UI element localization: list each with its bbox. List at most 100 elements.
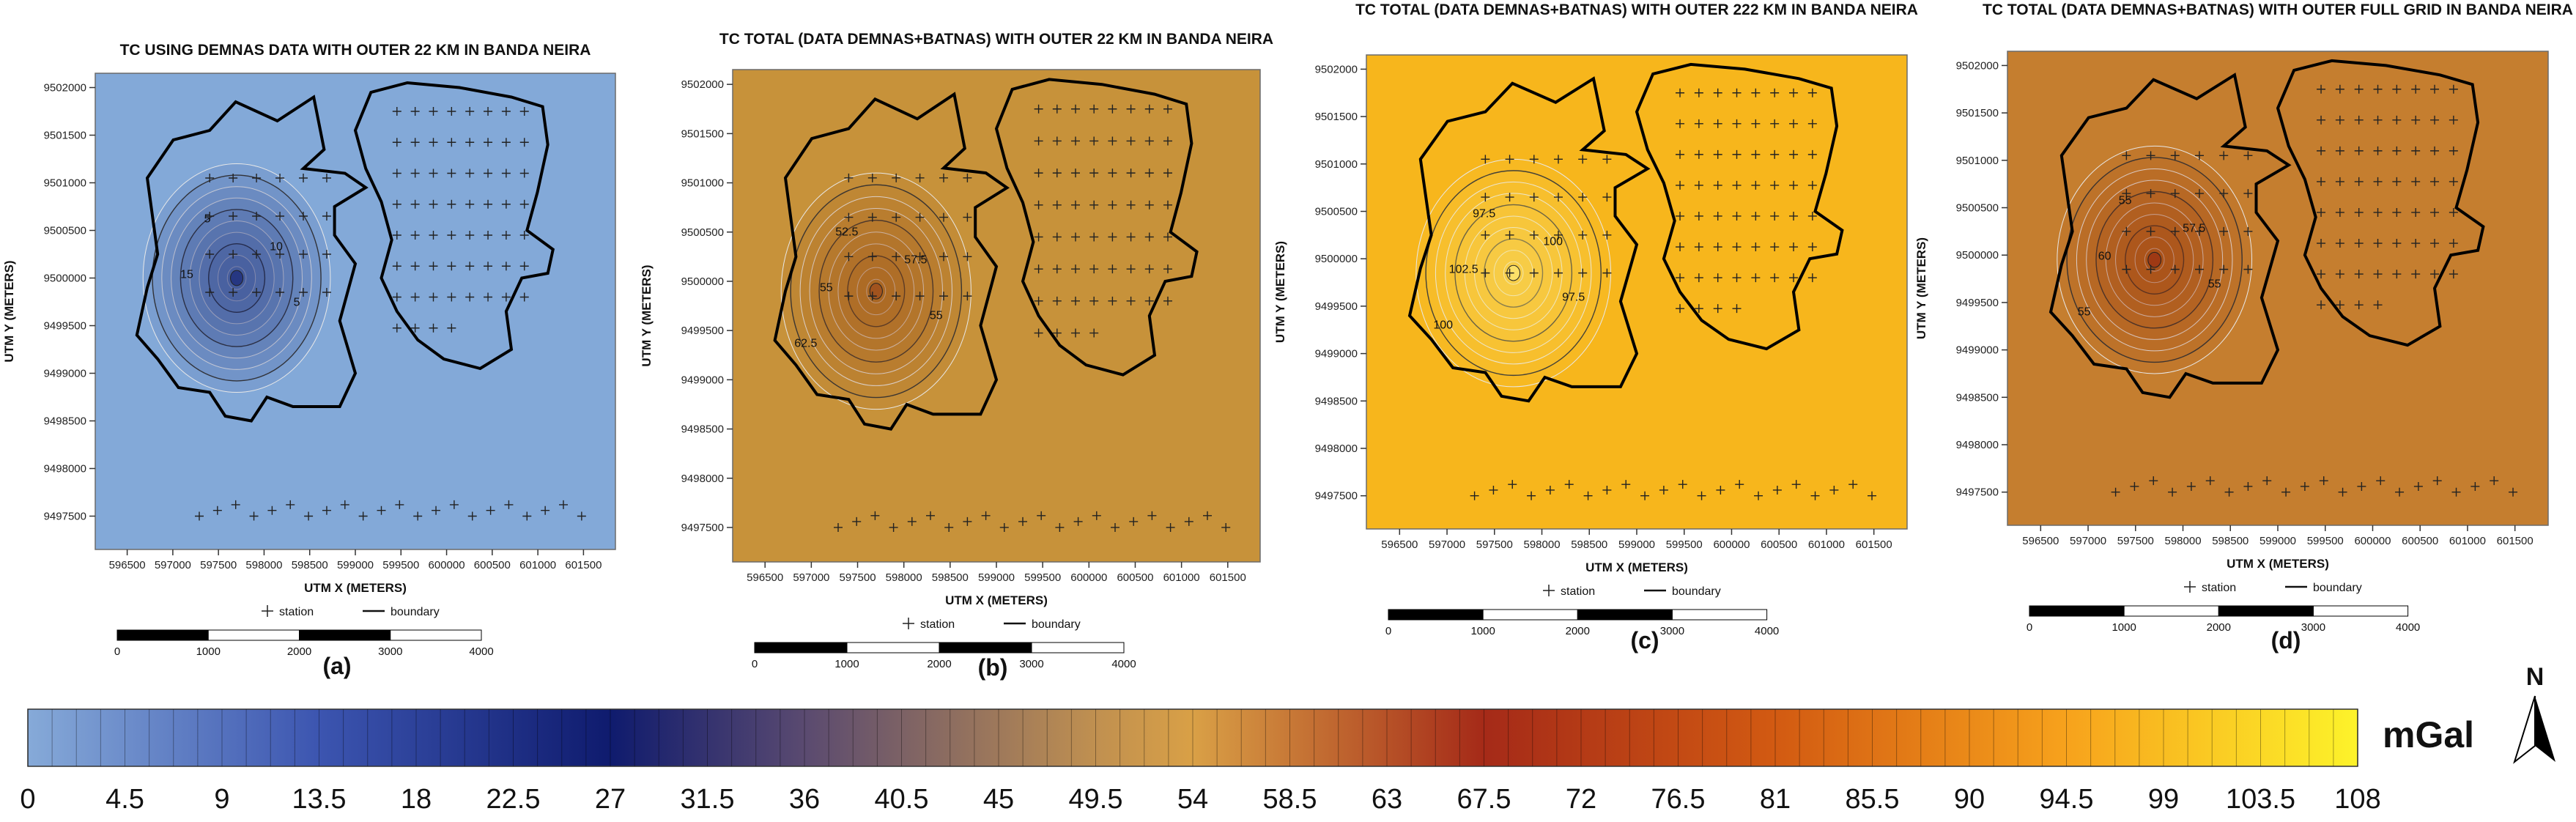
station-marker xyxy=(2470,481,2480,491)
station-marker xyxy=(195,511,204,521)
scale-bar-segment xyxy=(1482,609,1578,621)
station-marker xyxy=(1848,480,1858,489)
map-background xyxy=(2007,51,2549,526)
station-marker xyxy=(2317,177,2326,186)
panel-caption: (a) xyxy=(322,653,351,679)
colorbar-unit: mGal xyxy=(2383,714,2474,755)
station-marker xyxy=(981,511,991,520)
station-marker xyxy=(519,199,529,209)
colorbar-tick-label: 90 xyxy=(1954,784,1985,815)
station-marker xyxy=(1807,180,1817,190)
anomaly-peak xyxy=(869,283,883,300)
station-marker xyxy=(1089,104,1099,114)
x-tick-label: 597500 xyxy=(200,559,237,571)
scale-bar-label: 3000 xyxy=(1660,625,1684,637)
station-marker xyxy=(1529,155,1539,164)
station-marker xyxy=(522,511,532,521)
station-marker xyxy=(1754,491,1763,500)
station-marker xyxy=(1751,149,1761,159)
station-marker xyxy=(1470,491,1479,500)
scale-bar-segment xyxy=(1577,609,1673,621)
station-marker xyxy=(392,231,401,240)
station-marker xyxy=(2335,84,2344,94)
colorbar-tick-label: 31.5 xyxy=(681,784,735,815)
station-marker xyxy=(1676,304,1685,314)
station-marker xyxy=(1052,200,1062,210)
station-marker xyxy=(963,292,972,301)
station-marker xyxy=(501,169,511,178)
station-marker xyxy=(2392,115,2402,125)
station-legend-symbol xyxy=(903,618,914,629)
scale-bar-segment xyxy=(846,642,940,653)
scale-bar-label: 3000 xyxy=(378,645,402,658)
station-marker xyxy=(447,262,456,271)
station-marker xyxy=(447,138,456,147)
station-marker xyxy=(410,323,420,333)
station-marker xyxy=(275,288,285,297)
station-marker xyxy=(1732,149,1742,159)
station-marker xyxy=(1807,242,1817,252)
scale-bar-label: 4000 xyxy=(1111,658,1136,670)
station-marker xyxy=(1144,296,1154,306)
station-marker xyxy=(519,107,529,116)
x-tick-label: 596500 xyxy=(747,571,783,584)
station-marker xyxy=(484,231,493,240)
y-tick-label: 9497500 xyxy=(1315,490,1358,503)
y-tick-label: 9500000 xyxy=(1315,253,1358,265)
island-boundary xyxy=(2048,73,2292,399)
station-marker xyxy=(2194,151,2204,160)
station-marker xyxy=(2335,207,2344,217)
station-marker xyxy=(449,500,459,509)
station-marker xyxy=(1163,232,1172,242)
station-marker xyxy=(1144,169,1154,178)
scale-bar-label: 2000 xyxy=(927,658,951,670)
x-axis-label: UTM X (METERS) xyxy=(2227,557,2329,571)
station-marker xyxy=(2354,207,2364,217)
station-legend-symbol xyxy=(262,605,273,617)
scale-bar-segment xyxy=(1031,642,1125,653)
station-marker xyxy=(1789,180,1799,190)
station-marker xyxy=(1126,136,1136,146)
station-marker xyxy=(1163,200,1172,210)
station-marker xyxy=(519,138,529,147)
y-tick-label: 9499500 xyxy=(1315,300,1358,313)
station-marker xyxy=(1071,169,1080,178)
map-background xyxy=(1366,54,1908,530)
x-tick-label: 600000 xyxy=(1070,571,1107,584)
station-marker xyxy=(484,262,493,271)
y-tick-label: 9499000 xyxy=(1315,348,1358,360)
station-marker xyxy=(1163,296,1172,306)
station-marker xyxy=(1807,88,1817,97)
station-marker xyxy=(1807,211,1817,221)
station-marker xyxy=(1052,136,1062,146)
station-marker xyxy=(1732,88,1742,97)
station-marker xyxy=(2373,300,2383,310)
panel-caption: (d) xyxy=(2271,627,2301,653)
scale-bar-label: 3000 xyxy=(1019,658,1043,670)
x-tick-label: 600000 xyxy=(429,559,465,571)
station-marker xyxy=(2354,177,2364,186)
station-marker xyxy=(541,506,550,515)
x-tick-label: 596500 xyxy=(109,559,146,571)
scale-bar-label: 1000 xyxy=(196,645,221,658)
y-tick-label: 9502000 xyxy=(1956,59,1999,72)
boundary-legend-label: boundary xyxy=(391,606,440,618)
station-marker xyxy=(944,522,954,532)
station-marker xyxy=(467,511,477,521)
scale-bar-label: 4000 xyxy=(1755,625,1779,637)
y-tick-label: 9500500 xyxy=(681,226,724,239)
station-marker xyxy=(2122,189,2131,199)
contour-label: 55 xyxy=(2119,195,2132,207)
station-marker xyxy=(2354,239,2364,248)
y-tick-label: 9499500 xyxy=(44,320,86,333)
station-marker xyxy=(1203,511,1212,520)
station-marker xyxy=(299,174,308,182)
station-marker xyxy=(501,262,511,271)
station-marker xyxy=(212,506,222,515)
station-marker xyxy=(501,138,511,147)
island-boundary xyxy=(135,95,369,423)
colorbar-bar xyxy=(27,708,2358,767)
station-marker xyxy=(1751,180,1761,190)
station-marker xyxy=(1034,296,1043,306)
station-marker xyxy=(1751,88,1761,97)
